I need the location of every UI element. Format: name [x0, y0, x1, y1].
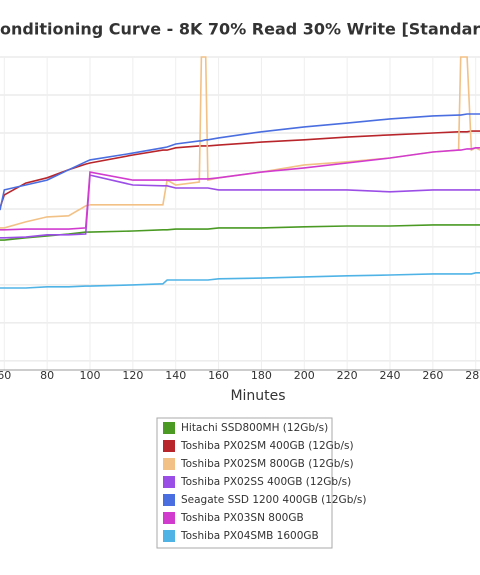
series-line [0, 174, 480, 239]
legend-label: Toshiba PX04SMB 1600GB [180, 530, 319, 542]
legend-label: Toshiba PX02SM 400GB (12Gb/s) [180, 440, 354, 452]
x-tick-label: 220 [337, 369, 358, 382]
x-tick-label: 280 [465, 369, 480, 382]
x-tick-label: 120 [122, 369, 143, 382]
legend-label: Hitachi SSD800MH (12Gb/s) [181, 422, 328, 434]
x-tick-label: 180 [251, 369, 272, 382]
legend-swatch [163, 422, 175, 434]
x-tick-label: 160 [208, 369, 229, 382]
series-line [0, 113, 480, 211]
legend-swatch [163, 494, 175, 506]
chart-title: onditioning Curve - 8K 70% Read 30% Writ… [0, 20, 480, 39]
x-tick-label: 80 [40, 369, 54, 382]
legend-box [156, 417, 333, 549]
series-line [0, 147, 480, 231]
x-tick-label: 200 [294, 369, 315, 382]
series-line [0, 224, 480, 241]
x-tick-label: 240 [380, 369, 401, 382]
x-tick-label: 60 [0, 369, 11, 382]
x-tick-label: 260 [422, 369, 443, 382]
series-line [0, 130, 480, 209]
legend-swatch [163, 530, 175, 542]
legend-label: Toshiba PX02SM 800GB (12Gb/s) [180, 458, 354, 470]
series-line [0, 56, 480, 229]
legend-label: Toshiba PX02SS 400GB (12Gb/s) [180, 476, 351, 488]
legend-swatch [163, 440, 175, 452]
legend-swatch [163, 512, 175, 524]
x-tick-label: 100 [80, 369, 101, 382]
legend-label: Seagate SSD 1200 400GB (12Gb/s) [181, 494, 366, 506]
series-line [0, 272, 480, 289]
legend-label: Toshiba PX03SN 800GB [180, 512, 304, 524]
x-tick-label: 140 [165, 369, 186, 382]
legend-swatch [163, 458, 175, 470]
legend-swatch [163, 476, 175, 488]
x-axis-label: Minutes [230, 388, 285, 404]
